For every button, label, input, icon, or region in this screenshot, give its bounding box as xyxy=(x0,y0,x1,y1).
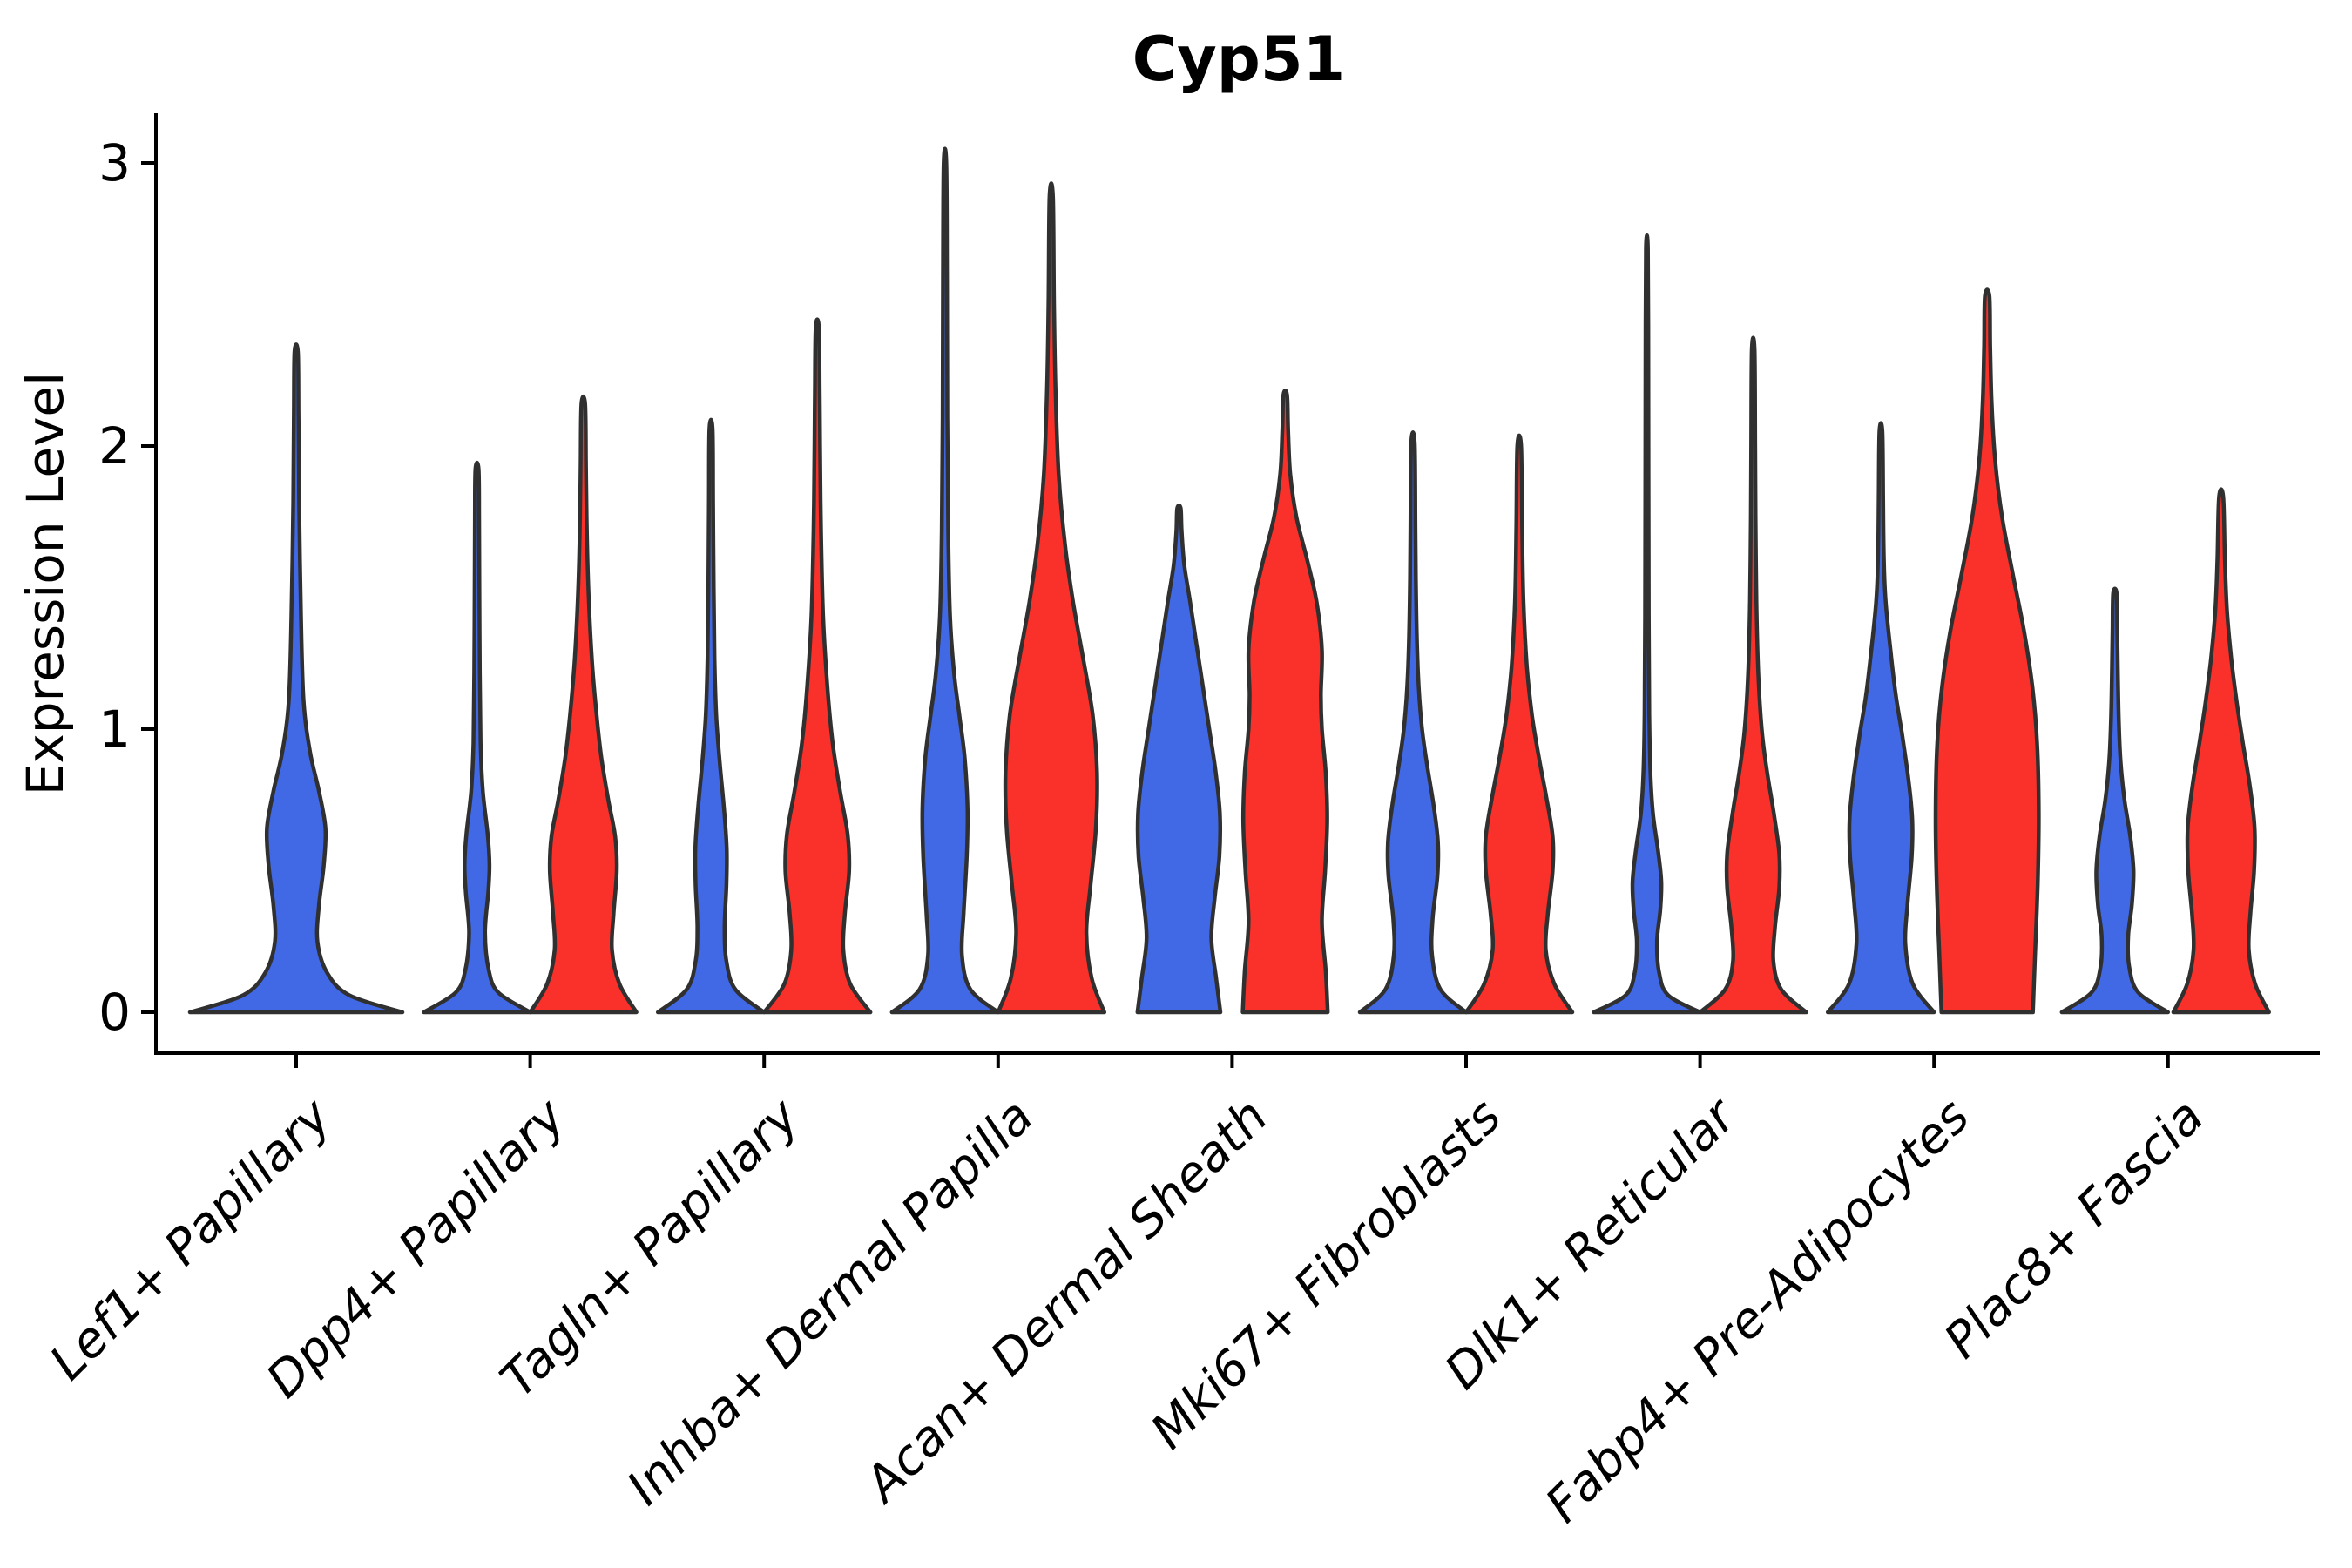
violin-acan-dermal-sheath-blue xyxy=(1135,504,1223,1015)
y-tick-label-1: 1 xyxy=(98,700,131,759)
violin-inhba-dermal-papilla-red xyxy=(996,181,1107,1015)
violin-mki67-fibroblasts-blue xyxy=(1357,429,1469,1015)
violin-plac8-fascia-red xyxy=(2171,487,2271,1015)
plot-title: Cyp51 xyxy=(1132,24,1346,95)
violin-plac8-fascia-blue xyxy=(2059,586,2171,1015)
violin-lef1-papillary-blue xyxy=(187,342,405,1015)
y-tick-label-0: 0 xyxy=(98,983,131,1042)
violin-fabp4-pre-adipocytes-red xyxy=(1933,287,2041,1015)
violin-tagln-papillary-red xyxy=(761,317,873,1015)
violin-dlk1-reticular-blue xyxy=(1592,233,1702,1015)
violin-inhba-dermal-papilla-blue xyxy=(889,146,1001,1015)
violin-dpp4-papillary-red xyxy=(528,394,639,1015)
y-tick-label-3: 3 xyxy=(98,133,131,193)
violin-acan-dermal-sheath-red xyxy=(1240,389,1330,1015)
violin-mki67-fibroblasts-red xyxy=(1463,433,1575,1015)
y-tick-label-2: 2 xyxy=(98,416,131,476)
violin-dpp4-papillary-blue xyxy=(422,460,532,1015)
violin-tagln-papillary-blue xyxy=(655,417,767,1015)
violin-fabp4-pre-adipocytes-blue xyxy=(1825,421,1936,1015)
violin-dlk1-reticular-red xyxy=(1698,335,1808,1015)
